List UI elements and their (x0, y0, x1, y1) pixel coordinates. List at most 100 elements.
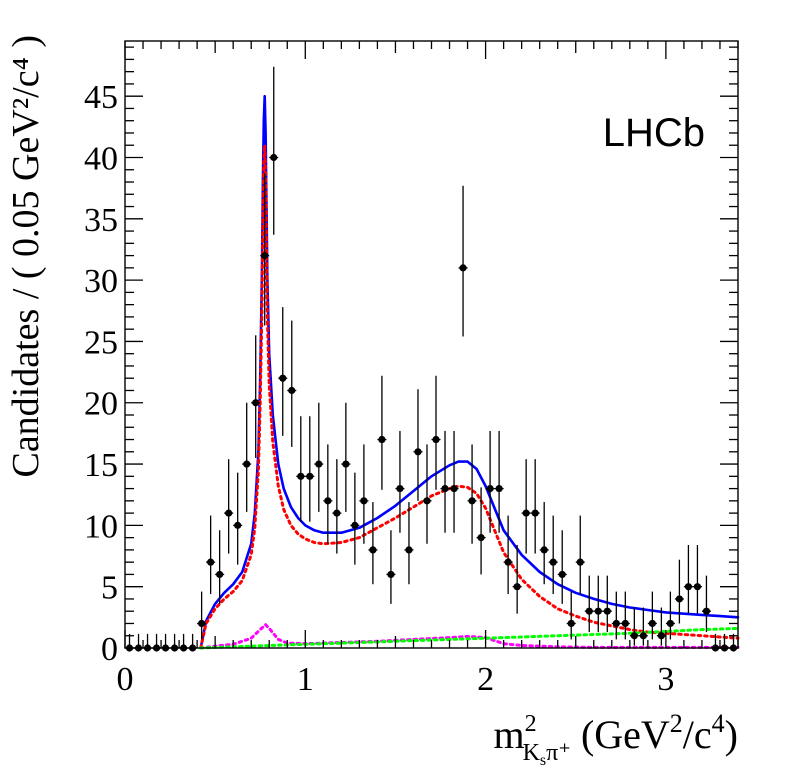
data-marker (639, 632, 647, 640)
x-axis-title-units-mid: /c (683, 712, 712, 757)
data-point (629, 607, 639, 646)
y-tick-label: 10 (84, 508, 118, 545)
data-point (512, 544, 522, 614)
data-point (620, 591, 630, 640)
y-tick-label: 30 (84, 263, 118, 300)
data-point (341, 402, 351, 512)
data-marker (558, 570, 566, 579)
x-tick-label: 2 (477, 661, 494, 698)
data-point (674, 559, 684, 624)
data-point (575, 515, 585, 595)
data-marker (252, 399, 260, 407)
data-point (323, 444, 333, 544)
data-point (368, 502, 378, 585)
y-axis-ticks: 0 5 10 15 20 25 30 35 40 45 (84, 46, 738, 668)
data-marker (351, 521, 359, 529)
data-point (260, 173, 270, 326)
fit-series-1 (199, 94, 740, 650)
data-point (305, 416, 315, 522)
data-point (611, 591, 621, 640)
data-marker (360, 497, 368, 505)
x-axis-title-units: (GeV (571, 712, 670, 757)
data-marker (441, 484, 449, 493)
fit-series-4 (199, 626, 740, 650)
data-marker (243, 460, 251, 468)
data-point (278, 307, 288, 436)
data-point (548, 515, 558, 595)
data-point (404, 502, 414, 585)
data-marker (396, 484, 404, 493)
data-marker (405, 546, 413, 554)
x-axis-title-sup: 2 (525, 711, 537, 737)
data-point (233, 472, 243, 565)
data-point (161, 633, 171, 652)
data-point (125, 633, 135, 652)
data-marker (621, 619, 629, 628)
data-marker (675, 595, 684, 603)
data-marker (630, 632, 638, 640)
data-marker (576, 558, 584, 566)
data-point (386, 530, 396, 604)
data-point (494, 430, 504, 533)
data-point (521, 459, 531, 554)
data-point (287, 320, 297, 447)
data-marker (504, 558, 512, 566)
data-point (476, 487, 486, 575)
data-points (125, 66, 738, 652)
data-marker (495, 484, 503, 493)
data-marker (648, 619, 656, 628)
data-point (350, 472, 360, 565)
data-point (152, 633, 162, 652)
lhcb-label: LHCb (603, 111, 705, 155)
data-marker (369, 546, 377, 554)
data-marker (612, 619, 620, 628)
data-point (296, 416, 306, 522)
data-point (134, 633, 144, 652)
data-marker (234, 521, 242, 529)
fit-series-2 (199, 143, 740, 650)
data-marker (225, 509, 233, 517)
y-tick-label: 20 (84, 386, 118, 423)
data-point (458, 185, 468, 337)
y-tick-label: 40 (84, 140, 118, 177)
data-marker (279, 374, 287, 382)
y-tick-label: 25 (84, 324, 118, 361)
data-point (539, 502, 549, 585)
data-point (701, 575, 711, 633)
data-point (503, 515, 513, 595)
data-point (224, 459, 234, 554)
x-axis-title-sub-s: s (540, 752, 546, 769)
data-marker (594, 607, 602, 615)
data-point (638, 607, 648, 646)
data-marker (288, 386, 296, 395)
data-point (647, 591, 657, 640)
x-axis-title-units-sup1: 2 (670, 709, 683, 738)
data-marker (459, 264, 467, 272)
data-point (206, 515, 216, 595)
x-axis-title: m2 Ksπ⁺ (GeV2/c4) (493, 709, 738, 769)
data-marker (531, 509, 539, 517)
data-marker (306, 472, 314, 480)
data-marker (549, 558, 557, 566)
data-marker (324, 497, 332, 505)
data-point (683, 544, 693, 614)
x-axis-ticks: 0 1 2 3 (117, 41, 739, 698)
data-point (215, 530, 225, 604)
data-point (656, 607, 666, 646)
data-point (431, 375, 441, 490)
data-point (557, 530, 567, 604)
data-point (593, 575, 603, 633)
data-point (413, 389, 423, 501)
y-axis-title: Candidates / ( 0.05 GeV²/c⁴ ) (5, 35, 47, 478)
data-marker (540, 546, 548, 554)
data-marker (585, 607, 593, 615)
data-marker (315, 460, 323, 468)
data-point (602, 575, 612, 633)
data-marker (216, 570, 224, 579)
data-marker (261, 251, 269, 260)
data-point (314, 402, 324, 512)
data-point (377, 375, 387, 490)
data-marker (450, 484, 458, 493)
x-axis-title-units-close: ) (725, 712, 738, 757)
data-marker (468, 497, 476, 505)
